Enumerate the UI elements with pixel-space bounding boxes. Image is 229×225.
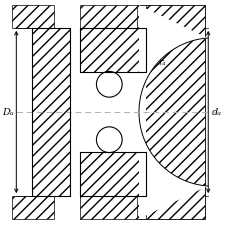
Bar [138,6,204,219]
Polygon shape [138,6,207,219]
Polygon shape [136,6,145,29]
Polygon shape [79,152,145,196]
Text: dₐ: dₐ [211,108,221,117]
Circle shape [96,72,122,98]
Text: rₐ: rₐ [158,58,166,67]
Polygon shape [32,29,69,196]
Polygon shape [79,196,145,219]
Bar [79,73,145,152]
Polygon shape [136,196,145,219]
Polygon shape [12,196,54,219]
Polygon shape [79,6,145,29]
Polygon shape [79,29,145,73]
Circle shape [96,127,122,153]
Text: Dₐ: Dₐ [2,108,13,117]
Polygon shape [12,6,54,29]
